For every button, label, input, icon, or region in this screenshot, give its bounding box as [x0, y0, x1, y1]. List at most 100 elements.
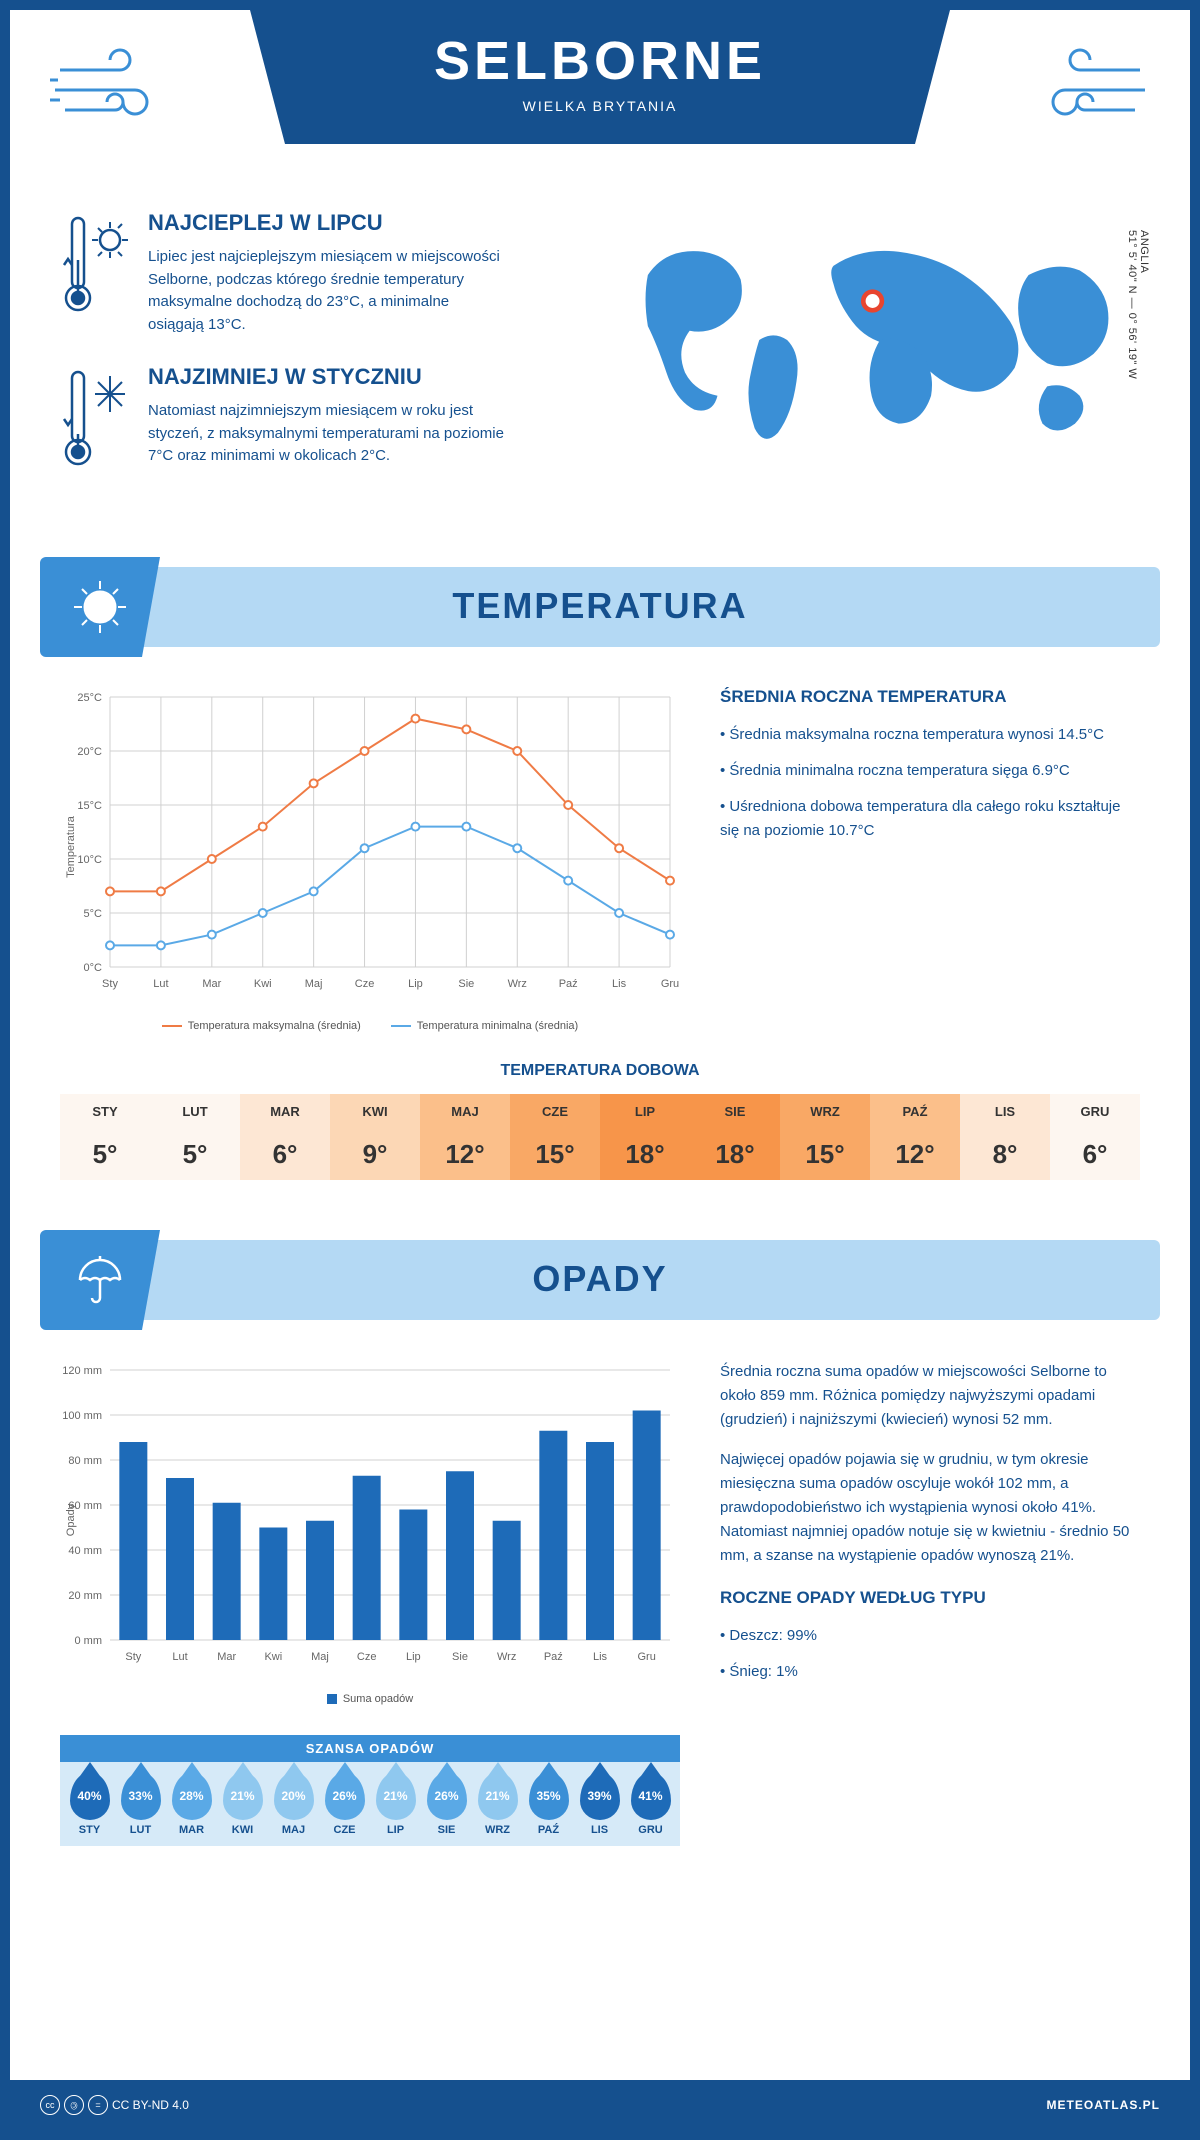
- svg-text:80 mm: 80 mm: [68, 1455, 102, 1467]
- temp-summary-item: • Średnia minimalna roczna temperatura s…: [720, 759, 1140, 783]
- svg-text:Maj: Maj: [311, 1651, 329, 1663]
- precip-text: Średnia roczna suma opadów w miejscowośc…: [720, 1360, 1140, 1705]
- svg-text:Kwi: Kwi: [254, 978, 272, 990]
- intro-left: NAJCIEPLEJ W LIPCU Lipiec jest najcieple…: [60, 210, 580, 507]
- svg-text:Wrz: Wrz: [508, 978, 527, 990]
- precipitation-header: OPADY: [40, 1230, 1160, 1330]
- hot-title: NAJCIEPLEJ W LIPCU: [148, 210, 508, 236]
- nd-icon: =: [88, 2095, 108, 2115]
- temp-summary-item: • Uśredniona dobowa temperatura dla całe…: [720, 795, 1140, 843]
- footer: cc 🄯 = CC BY-ND 4.0 METEOATLAS.PL: [10, 2080, 1190, 2130]
- svg-text:Cze: Cze: [357, 1651, 377, 1663]
- svg-text:Temperatura: Temperatura: [65, 815, 77, 878]
- svg-text:Mar: Mar: [217, 1651, 236, 1663]
- svg-text:Wrz: Wrz: [497, 1651, 516, 1663]
- chance-drop: 20%MAJ: [268, 1772, 319, 1836]
- page: SELBORNE WIELKA BRYTANIA NAJCIEPLEJ W LI…: [0, 0, 1200, 2140]
- temperature-header: TEMPERATURA: [40, 557, 1160, 657]
- license-text: CC BY-ND 4.0: [112, 2098, 189, 2112]
- svg-text:Sie: Sie: [458, 978, 474, 990]
- svg-text:Sty: Sty: [125, 1651, 141, 1663]
- svg-text:Cze: Cze: [355, 978, 375, 990]
- daily-temp-row: STY5°LUT5°MAR6°KWI9°MAJ12°CZE15°LIP18°SI…: [60, 1094, 1140, 1180]
- thermometer-hot-icon: [60, 210, 130, 336]
- precip-type-title: ROCZNE OPADY WEDŁUG TYPU: [720, 1588, 1140, 1608]
- svg-text:Opady: Opady: [65, 1503, 77, 1536]
- chance-title: SZANSA OPADÓW: [60, 1735, 680, 1762]
- precipitation-bar-chart: 0 mm20 mm40 mm60 mm80 mm100 mm120 mmStyL…: [60, 1360, 680, 1680]
- svg-text:Lip: Lip: [408, 978, 423, 990]
- precipitation-section: 0 mm20 mm40 mm60 mm80 mm100 mm120 mmStyL…: [10, 1330, 1190, 1735]
- chance-drop: 41%GRU: [625, 1772, 676, 1836]
- svg-text:Gru: Gru: [637, 1651, 655, 1663]
- city-title: SELBORNE: [250, 30, 950, 92]
- temperature-line-chart: 0°C 5°C 10°C 15°C 20°C 25°C Sty Lut Mar Kwi Maj Cze…: [60, 687, 680, 1007]
- daily-temp-cell: STY5°: [60, 1094, 150, 1180]
- svg-text:40 mm: 40 mm: [68, 1545, 102, 1557]
- chance-drop: 35%PAŹ: [523, 1772, 574, 1836]
- precip-p2: Najwięcej opadów pojawia się w grudniu, …: [720, 1448, 1140, 1568]
- by-icon: 🄯: [64, 2095, 84, 2115]
- world-map-icon: [620, 210, 1140, 470]
- intro-right: ANGLIA 51° 5' 40" N — 0° 56' 19" W: [620, 210, 1140, 507]
- svg-text:20°C: 20°C: [77, 746, 102, 758]
- cold-text: Natomiast najzimniejszym miesiącem w rok…: [148, 400, 508, 468]
- site-name: METEOATLAS.PL: [1047, 2098, 1160, 2112]
- daily-temp-section: TEMPERATURA DOBOWA STY5°LUT5°MAR6°KWI9°M…: [10, 1062, 1190, 1210]
- cold-title: NAJZIMNIEJ W STYCZNIU: [148, 364, 508, 390]
- svg-text:Lis: Lis: [612, 978, 627, 990]
- daily-temp-cell: LUT5°: [150, 1094, 240, 1180]
- wind-icon-right: [1010, 40, 1150, 145]
- daily-temp-title: TEMPERATURA DOBOWA: [60, 1062, 1140, 1080]
- daily-temp-cell: MAR6°: [240, 1094, 330, 1180]
- coordinates: ANGLIA 51° 5' 40" N — 0° 56' 19" W: [1126, 230, 1150, 379]
- temp-legend: Temperatura maksymalna (średnia) Tempera…: [60, 1020, 680, 1032]
- chance-row: 40%STY33%LUT28%MAR21%KWI20%MAJ26%CZE21%L…: [60, 1762, 680, 1846]
- chance-drop: 21%LIP: [370, 1772, 421, 1836]
- daily-temp-cell: GRU6°: [1050, 1094, 1140, 1180]
- hot-text: Lipiec jest najcieplejszym miesiącem w m…: [148, 246, 508, 336]
- svg-text:Paź: Paź: [544, 1651, 563, 1663]
- svg-text:Kwi: Kwi: [264, 1651, 282, 1663]
- precip-type-item: • Deszcz: 99%: [720, 1624, 1140, 1648]
- svg-text:Mar: Mar: [202, 978, 221, 990]
- svg-text:20 mm: 20 mm: [68, 1590, 102, 1602]
- svg-text:0°C: 0°C: [84, 962, 103, 974]
- precip-chart-col: 0 mm20 mm40 mm60 mm80 mm100 mm120 mmStyL…: [60, 1360, 680, 1705]
- precip-legend: Suma opadów: [60, 1693, 680, 1705]
- header: SELBORNE WIELKA BRYTANIA: [10, 10, 1190, 190]
- temp-summary-title: ŚREDNIA ROCZNA TEMPERATURA: [720, 687, 1140, 707]
- svg-text:100 mm: 100 mm: [62, 1410, 102, 1422]
- temp-chart-col: 0°C 5°C 10°C 15°C 20°C 25°C Sty Lut Mar Kwi Maj Cze…: [60, 687, 680, 1032]
- svg-text:Lut: Lut: [153, 978, 168, 990]
- temp-summary-item: • Średnia maksymalna roczna temperatura …: [720, 723, 1140, 747]
- cc-icon: cc: [40, 2095, 60, 2115]
- svg-text:5°C: 5°C: [84, 908, 103, 920]
- svg-text:Maj: Maj: [305, 978, 323, 990]
- svg-text:10°C: 10°C: [77, 854, 102, 866]
- svg-text:120 mm: 120 mm: [62, 1365, 102, 1377]
- precip-section-title: OPADY: [40, 1258, 1160, 1300]
- chance-drop: 26%CZE: [319, 1772, 370, 1836]
- svg-text:Lut: Lut: [172, 1651, 187, 1663]
- svg-text:25°C: 25°C: [77, 692, 102, 704]
- chance-drop: 26%SIE: [421, 1772, 472, 1836]
- chance-drop: 28%MAR: [166, 1772, 217, 1836]
- title-banner: SELBORNE WIELKA BRYTANIA: [250, 10, 950, 144]
- precip-p1: Średnia roczna suma opadów w miejscowośc…: [720, 1360, 1140, 1432]
- temp-section-title: TEMPERATURA: [40, 585, 1160, 627]
- chance-drop: 39%LIS: [574, 1772, 625, 1836]
- hot-block: NAJCIEPLEJ W LIPCU Lipiec jest najcieple…: [60, 210, 580, 336]
- daily-temp-cell: LIP18°: [600, 1094, 690, 1180]
- cold-block: NAJZIMNIEJ W STYCZNIU Natomiast najzimni…: [60, 364, 580, 479]
- thermometer-cold-icon: [60, 364, 130, 479]
- temp-summary: ŚREDNIA ROCZNA TEMPERATURA • Średnia mak…: [720, 687, 1140, 1032]
- svg-text:15°C: 15°C: [77, 800, 102, 812]
- svg-text:Sty: Sty: [102, 978, 118, 990]
- svg-text:Gru: Gru: [661, 978, 679, 990]
- daily-temp-cell: CZE15°: [510, 1094, 600, 1180]
- chance-drop: 21%WRZ: [472, 1772, 523, 1836]
- intro-section: NAJCIEPLEJ W LIPCU Lipiec jest najcieple…: [10, 190, 1190, 537]
- svg-text:Lip: Lip: [406, 1651, 421, 1663]
- svg-text:Lis: Lis: [593, 1651, 608, 1663]
